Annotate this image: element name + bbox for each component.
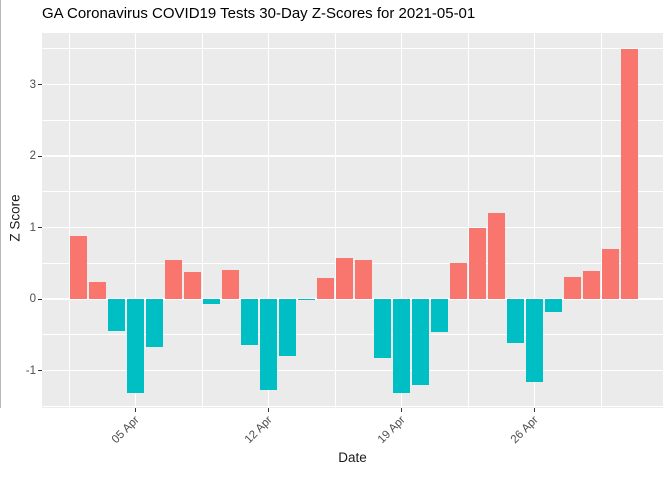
bar-2021-04-26 <box>526 299 543 382</box>
bar-2021-04-04 <box>108 299 125 332</box>
bar-2021-04-21 <box>431 299 448 332</box>
y-tick-mark <box>38 298 42 300</box>
gridline-minor-v <box>68 33 70 408</box>
gridline-major-v <box>267 33 270 408</box>
gridline-major-h <box>42 298 663 300</box>
x-axis-title: Date <box>338 450 367 465</box>
bar-2021-04-20 <box>412 299 429 385</box>
x-tick-label: 19 Apr <box>375 414 408 446</box>
bar-2021-04-07 <box>165 260 182 299</box>
bar-2021-04-24 <box>488 213 505 299</box>
gridline-minor-h <box>42 48 663 50</box>
bar-2021-04-05 <box>127 299 144 394</box>
bar-2021-05-01 <box>621 48 638 299</box>
y-tick-mark <box>38 84 42 85</box>
bar-2021-04-30 <box>602 248 619 299</box>
x-tick-mark <box>534 408 535 412</box>
bar-2021-04-13 <box>279 299 296 357</box>
bar-2021-04-03 <box>89 281 106 299</box>
bar-2021-04-19 <box>393 299 410 393</box>
gridline-major-h <box>42 226 663 229</box>
y-tick-label: 2 <box>29 150 36 162</box>
bar-2021-04-29 <box>583 271 600 299</box>
gridline-major-h <box>42 83 663 86</box>
chart-title: GA Coronavirus COVID19 Tests 30-Day Z-Sc… <box>42 5 476 22</box>
bar-2021-04-25 <box>507 299 524 343</box>
window-edge-artifact <box>0 0 1 408</box>
x-tick-mark <box>401 408 402 412</box>
gridline-minor-v <box>201 33 203 408</box>
gridline-major-v <box>533 33 536 408</box>
gridline-major-h <box>42 369 663 372</box>
bar-2021-04-08 <box>184 271 201 299</box>
bar-2021-04-02 <box>70 236 87 299</box>
bar-2021-04-16 <box>336 258 353 299</box>
bar-2021-04-17 <box>355 259 372 299</box>
bar-2021-04-06 <box>146 299 163 347</box>
bar-2021-04-28 <box>564 276 581 299</box>
bar-2021-04-09 <box>203 299 220 304</box>
gridline-minor-h <box>42 191 663 193</box>
gridline-minor-v <box>334 33 336 408</box>
bar-2021-04-22 <box>450 262 467 299</box>
bar-2021-04-14 <box>298 299 315 301</box>
gridline-minor-h <box>42 119 663 121</box>
x-tick-label: 12 Apr <box>242 414 275 446</box>
gridline-major-v <box>400 33 403 408</box>
y-tick-label: 3 <box>29 78 36 91</box>
bar-2021-04-11 <box>241 299 258 346</box>
y-tick-label: 1 <box>29 221 36 234</box>
x-tick-label: 05 Apr <box>109 414 142 446</box>
y-tick-label: -1 <box>25 364 36 377</box>
y-tick-mark <box>38 227 42 228</box>
plot-panel <box>42 33 663 408</box>
bar-2021-04-12 <box>260 299 277 390</box>
y-axis-title: Z Score <box>7 194 23 242</box>
bar-2021-04-18 <box>374 299 391 359</box>
x-tick-mark <box>268 408 269 412</box>
x-tick-label: 26 Apr <box>508 414 541 446</box>
bar-2021-04-10 <box>222 270 239 299</box>
x-tick-mark <box>135 408 136 412</box>
bar-2021-04-27 <box>545 299 562 312</box>
bar-2021-04-15 <box>317 277 334 299</box>
gridline-minor-h <box>42 405 663 407</box>
y-tick-label: 0 <box>29 293 36 305</box>
gridline-minor-v <box>600 33 602 408</box>
y-tick-mark <box>38 370 42 371</box>
bar-2021-04-23 <box>469 227 486 299</box>
y-tick-mark <box>38 155 42 157</box>
gridline-major-h <box>42 155 663 157</box>
gridline-minor-v <box>467 33 469 408</box>
gridline-major-v <box>134 33 137 408</box>
gridline-minor-h <box>42 334 663 336</box>
